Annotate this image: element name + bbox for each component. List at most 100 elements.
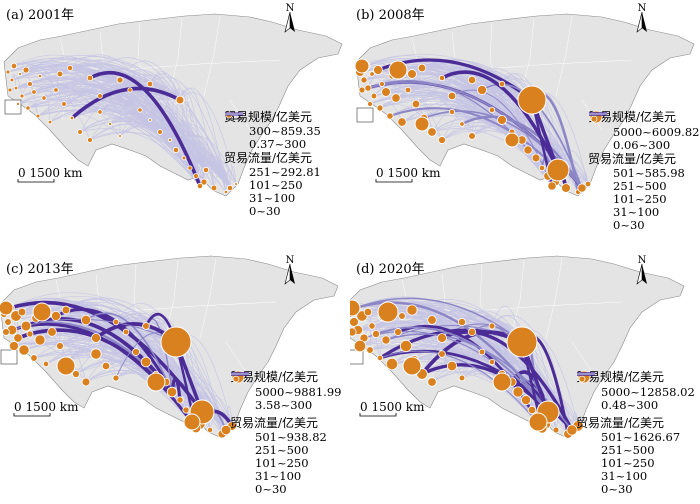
north-label: N — [638, 255, 647, 266]
trade-node — [166, 386, 178, 398]
trade-flow-class-4: 0~30 — [576, 373, 695, 496]
trade-scale-class-0: 5000~12858.02 — [576, 370, 695, 399]
trade-node — [385, 357, 399, 371]
trade-node — [366, 346, 374, 354]
trade-scale-legend-title: 贸易规模/亿美元 — [230, 370, 319, 384]
scale-bar-label: 0 1500 km — [360, 400, 425, 414]
trade-node — [210, 184, 218, 192]
map-panel-2008: N (b) 2008年 0 1500 km 贸易规模/亿美元 5000~6009… — [350, 0, 700, 252]
trade-scale-label: 3.58~300 — [255, 398, 313, 412]
trade-flow-line — [225, 405, 233, 431]
trade-flow-label: 251~500 — [613, 179, 667, 193]
trade-node — [381, 335, 391, 345]
map-2013: N — [0, 255, 339, 439]
inset-box — [356, 107, 374, 123]
inset-box — [0, 349, 18, 365]
trade-flow-label: 31~100 — [255, 469, 302, 483]
trade-node — [72, 370, 80, 378]
trade-scale-class-1: 0.37~300 — [224, 111, 321, 151]
trade-node-large — [146, 372, 166, 392]
trade-node — [373, 65, 383, 75]
trade-node-large — [0, 300, 14, 316]
country-border — [225, 341, 247, 373]
trade-node — [37, 73, 43, 79]
trade-scale-label: 5000~12858.02 — [601, 384, 695, 399]
trade-flow-line — [225, 169, 231, 193]
trade-node — [407, 69, 417, 79]
trade-flow-label: 0~30 — [249, 204, 281, 218]
trade-node — [116, 76, 124, 84]
trade-flow-line — [69, 60, 207, 171]
trade-node — [566, 424, 578, 436]
trade-node — [19, 93, 25, 99]
trade-node — [108, 122, 112, 126]
trade-node — [417, 63, 427, 73]
trade-node — [97, 109, 103, 115]
trade-flow-line — [11, 77, 121, 137]
map-2020: N — [350, 255, 685, 439]
trade-flow-line — [89, 131, 177, 151]
trade-node — [167, 137, 173, 143]
trade-node — [142, 322, 150, 330]
trade-flow-line — [70, 86, 181, 120]
trade-node-large — [377, 301, 399, 323]
trade-node — [447, 91, 457, 101]
trade-node — [176, 396, 184, 404]
trade-node — [18, 344, 30, 356]
trade-node — [406, 304, 418, 316]
trade-node — [498, 80, 506, 88]
trade-node — [512, 386, 524, 398]
trade-flow-label: 31~100 — [249, 191, 296, 205]
trade-node — [61, 101, 67, 107]
trade-flow-line — [379, 90, 453, 109]
trade-node — [127, 87, 133, 93]
trade-node-large — [354, 58, 370, 74]
trade-flow-label: 251~292.81 — [249, 165, 321, 179]
trade-node-large — [56, 356, 76, 376]
trade-flow-line — [119, 121, 231, 189]
trade-node — [468, 132, 476, 140]
trade-flow-line — [189, 162, 237, 185]
trade-node — [360, 76, 368, 84]
trade-flow-line — [205, 156, 215, 189]
trade-node — [391, 93, 401, 103]
trade-flow-label: 101~250 — [255, 456, 309, 470]
north-label: N — [638, 3, 647, 14]
trade-flow-class-4: 0~30 — [588, 113, 699, 232]
trade-flow-line — [109, 120, 191, 169]
trade-flow-label: 101~250 — [601, 456, 655, 470]
trade-scale-label: 300~859.35 — [249, 124, 321, 138]
trade-node — [86, 74, 94, 82]
trade-flow-line — [491, 315, 549, 413]
trade-flow-line — [69, 59, 181, 101]
trade-node — [427, 315, 437, 325]
trade-node — [9, 77, 15, 83]
trade-flow-label: 501~1626.67 — [601, 430, 681, 444]
trade-flow-line — [19, 68, 57, 91]
trade-flow-line — [79, 128, 191, 169]
trade-flow-line — [69, 66, 215, 189]
trade-node-large — [388, 60, 408, 80]
north-arrow-icon: N — [284, 255, 295, 285]
trade-node-large — [528, 412, 548, 432]
country-border — [163, 259, 179, 341]
trade-node — [353, 339, 367, 353]
trade-node — [369, 71, 375, 77]
trade-flow-line — [139, 103, 201, 187]
trade-flow-line — [11, 322, 198, 429]
trade-node — [368, 322, 376, 330]
legend: 贸易规模/亿美元 5000~12858.02 0.48~300 贸易流量/亿美元… — [576, 370, 695, 496]
trade-scale-class-0: 5000~6009.82 — [588, 110, 699, 139]
trade-node — [7, 87, 13, 93]
trade-flow-line — [119, 74, 231, 189]
trade-node — [520, 394, 532, 406]
trade-flow-line — [89, 132, 231, 189]
trade-node — [459, 121, 465, 127]
trade-scale-class-1: 0.06~300 — [588, 139, 699, 152]
map-panel-2013: N (c) 2013年 0 1500 km 贸易规模/亿美元 5000~9881… — [0, 252, 350, 504]
country-border — [479, 263, 493, 343]
trade-node — [394, 328, 402, 336]
trade-node — [438, 74, 446, 82]
trade-node — [196, 182, 204, 190]
trade-node — [467, 327, 477, 337]
